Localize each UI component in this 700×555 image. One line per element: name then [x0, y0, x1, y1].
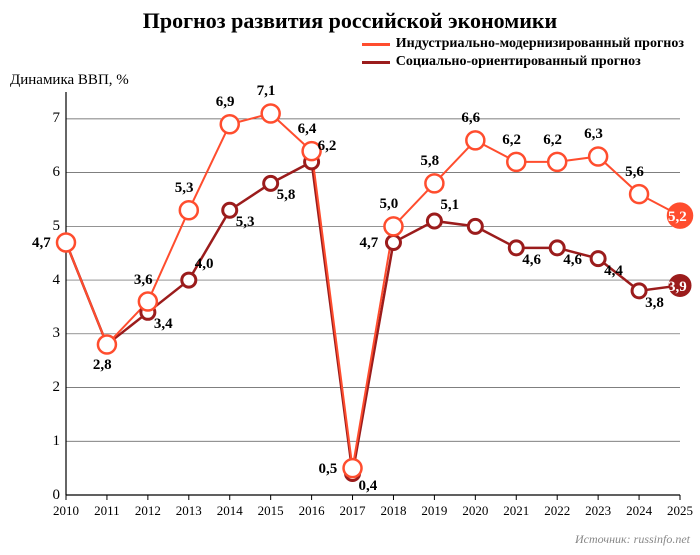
- data-point-label: 3,9: [668, 279, 687, 296]
- xtick-label: 2012: [128, 503, 168, 519]
- xtick-label: 2016: [292, 503, 332, 519]
- xtick-label: 2022: [537, 503, 577, 519]
- xtick-label: 2019: [414, 503, 454, 519]
- data-point-label: 4,6: [563, 252, 582, 269]
- data-point-label: 6,4: [298, 121, 317, 138]
- data-point-label: 5,0: [379, 196, 398, 213]
- xtick-label: 2011: [87, 503, 127, 519]
- data-point-label: 5,8: [277, 187, 296, 204]
- ytick-label: 0: [20, 487, 60, 504]
- xtick-label: 2010: [46, 503, 86, 519]
- data-point-label: 3,6: [134, 272, 153, 289]
- data-point-label: 5,3: [175, 180, 194, 197]
- chart-container: Прогноз развития российской экономики Ди…: [0, 0, 700, 555]
- data-point-label: 6,2: [502, 132, 521, 149]
- data-point-label: 5,3: [236, 214, 255, 231]
- data-point-label: 6,3: [584, 126, 603, 143]
- xtick-label: 2025: [660, 503, 700, 519]
- data-point-label: 4,7: [32, 235, 51, 252]
- data-point-label: 4,6: [522, 252, 541, 269]
- ytick-label: 7: [20, 110, 60, 127]
- xtick-label: 2024: [619, 503, 659, 519]
- data-point-label: 3,8: [645, 295, 664, 312]
- data-point-label: 2,8: [93, 357, 112, 374]
- data-point-label: 6,2: [543, 132, 562, 149]
- data-point-label: 0,4: [359, 478, 378, 495]
- ytick-label: 3: [20, 325, 60, 342]
- xtick-label: 2015: [251, 503, 291, 519]
- data-point-label: 6,6: [461, 110, 480, 127]
- data-point-label: 0,5: [319, 461, 338, 478]
- data-point-label: 7,1: [257, 83, 276, 100]
- data-point-label: 6,9: [216, 94, 235, 111]
- data-point-label: 5,1: [440, 197, 459, 214]
- xtick-label: 2018: [373, 503, 413, 519]
- ytick-label: 5: [20, 218, 60, 235]
- xtick-label: 2020: [455, 503, 495, 519]
- ytick-label: 6: [20, 164, 60, 181]
- data-point-label: 4,0: [195, 256, 214, 273]
- data-point-label: 5,2: [668, 209, 687, 226]
- data-point-label: 6,2: [318, 138, 337, 155]
- ytick-label: 2: [20, 379, 60, 396]
- ytick-label: 1: [20, 433, 60, 450]
- xtick-label: 2021: [496, 503, 536, 519]
- xtick-label: 2017: [333, 503, 373, 519]
- chart-plot: [0, 0, 700, 555]
- data-point-label: 3,4: [154, 316, 173, 333]
- data-point-label: 5,8: [420, 153, 439, 170]
- data-point-label: 4,7: [359, 235, 378, 252]
- xtick-label: 2014: [210, 503, 250, 519]
- xtick-label: 2013: [169, 503, 209, 519]
- xtick-label: 2023: [578, 503, 618, 519]
- source-label: Источник: russinfo.net: [575, 532, 690, 547]
- data-point-label: 4,4: [604, 263, 623, 280]
- ytick-label: 4: [20, 272, 60, 289]
- data-point-label: 5,6: [625, 164, 644, 181]
